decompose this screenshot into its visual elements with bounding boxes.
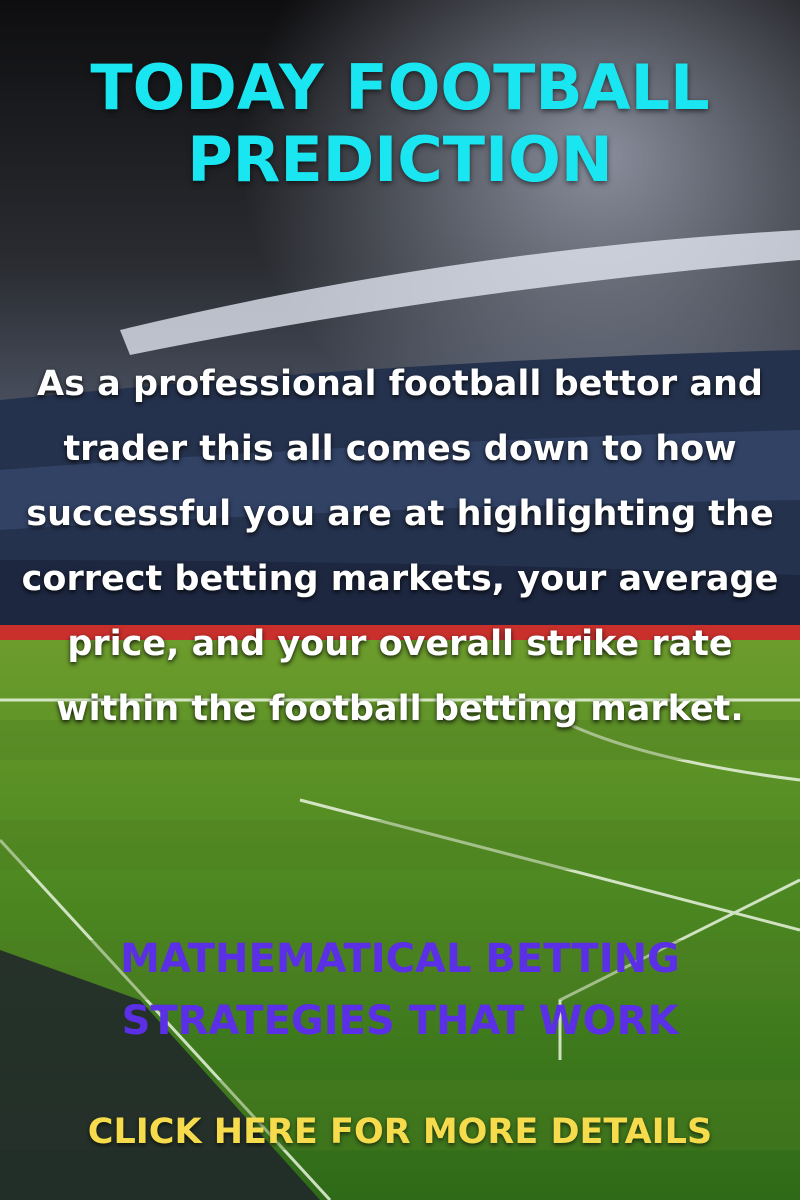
cta-link[interactable]: CLICK HERE FOR MORE DETAILS <box>87 1112 713 1152</box>
title: TODAY FOOTBALL PREDICTION <box>90 51 710 196</box>
subheading: MATHEMATICAL BETTING STRATEGIES THAT WOR… <box>120 936 680 1044</box>
body-text: As a professional football bettor and tr… <box>21 364 779 729</box>
